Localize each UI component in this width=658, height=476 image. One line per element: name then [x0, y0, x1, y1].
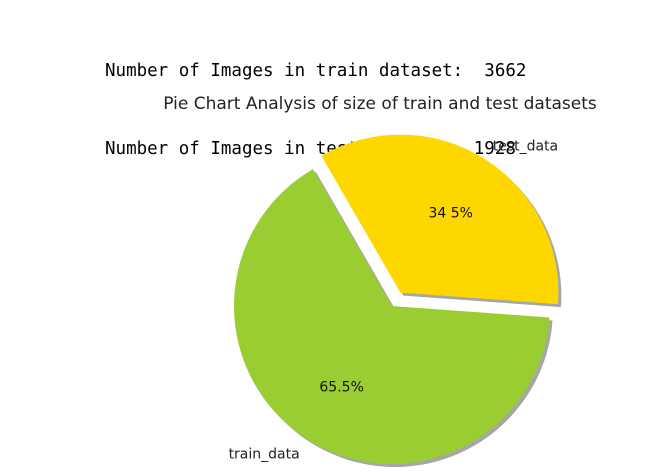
- train-count-line: Number of Images in train dataset: 3662: [105, 61, 527, 81]
- pie-slices: 65.5% train_data 34 5% test_data: [229, 134, 562, 468]
- pie-slice-test_data: [321, 134, 559, 305]
- chart-title: Pie Chart Analysis of size of train and …: [163, 94, 597, 114]
- percent-label-test_data: 34 5%: [429, 205, 473, 221]
- percent-label-train_data: 65.5%: [319, 379, 363, 395]
- slice-label-train_data: train_data: [229, 446, 300, 462]
- slice-label-test_data: test_data: [493, 138, 558, 154]
- console-output: Number of Images in train dataset: 3662 …: [105, 6, 526, 188]
- pie-slice-train_data: [233, 169, 550, 465]
